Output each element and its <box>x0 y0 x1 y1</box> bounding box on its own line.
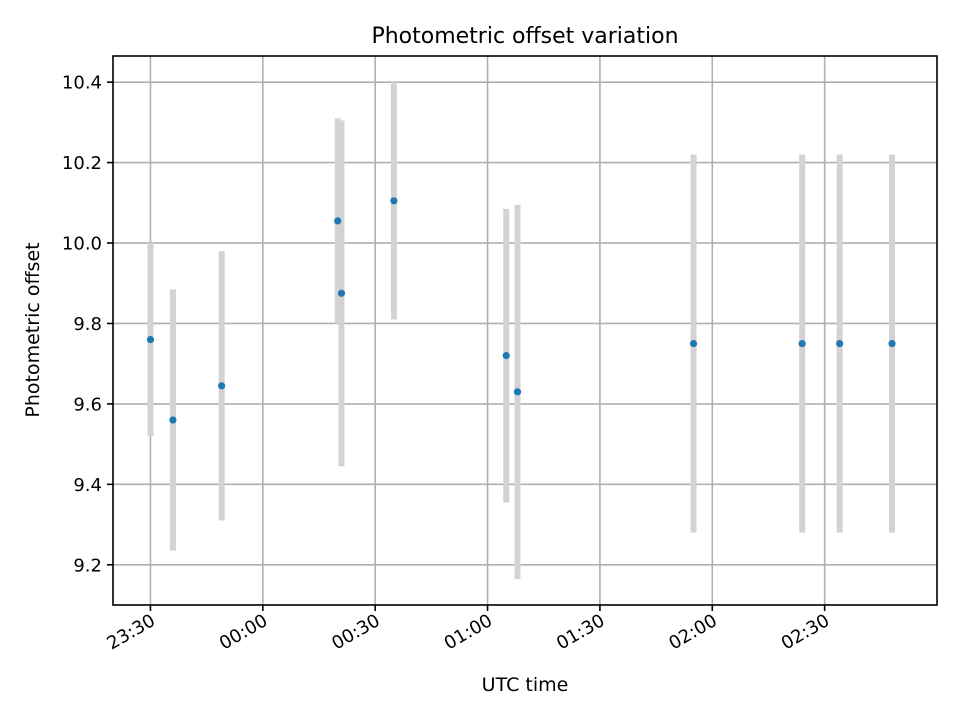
data-point <box>169 416 177 424</box>
data-points <box>146 197 896 424</box>
y-tick-label: 9.4 <box>73 475 102 496</box>
y-tick-label: 10.2 <box>62 153 102 174</box>
grid <box>113 56 937 605</box>
data-point <box>689 339 698 348</box>
x-axis-label: UTC time <box>482 674 569 696</box>
data-point <box>390 197 398 205</box>
chart-title: Photometric offset variation <box>371 24 678 49</box>
data-point <box>337 289 346 297</box>
data-point <box>513 388 522 396</box>
y-tick-label: 9.8 <box>73 314 102 335</box>
plot-frame <box>112 55 938 606</box>
data-point <box>836 339 844 348</box>
data-point <box>798 339 806 348</box>
y-axis-label: Photometric offset <box>22 242 44 417</box>
data-point <box>888 339 896 348</box>
y-tick-label: 10.4 <box>62 73 102 94</box>
data-point <box>218 382 226 390</box>
data-point <box>334 217 342 225</box>
y-tick-label: 9.6 <box>73 394 102 415</box>
y-tick-label: 9.2 <box>73 555 102 576</box>
data-point <box>502 352 510 360</box>
y-tick-label: 10.0 <box>62 234 102 255</box>
data-point <box>146 335 155 344</box>
